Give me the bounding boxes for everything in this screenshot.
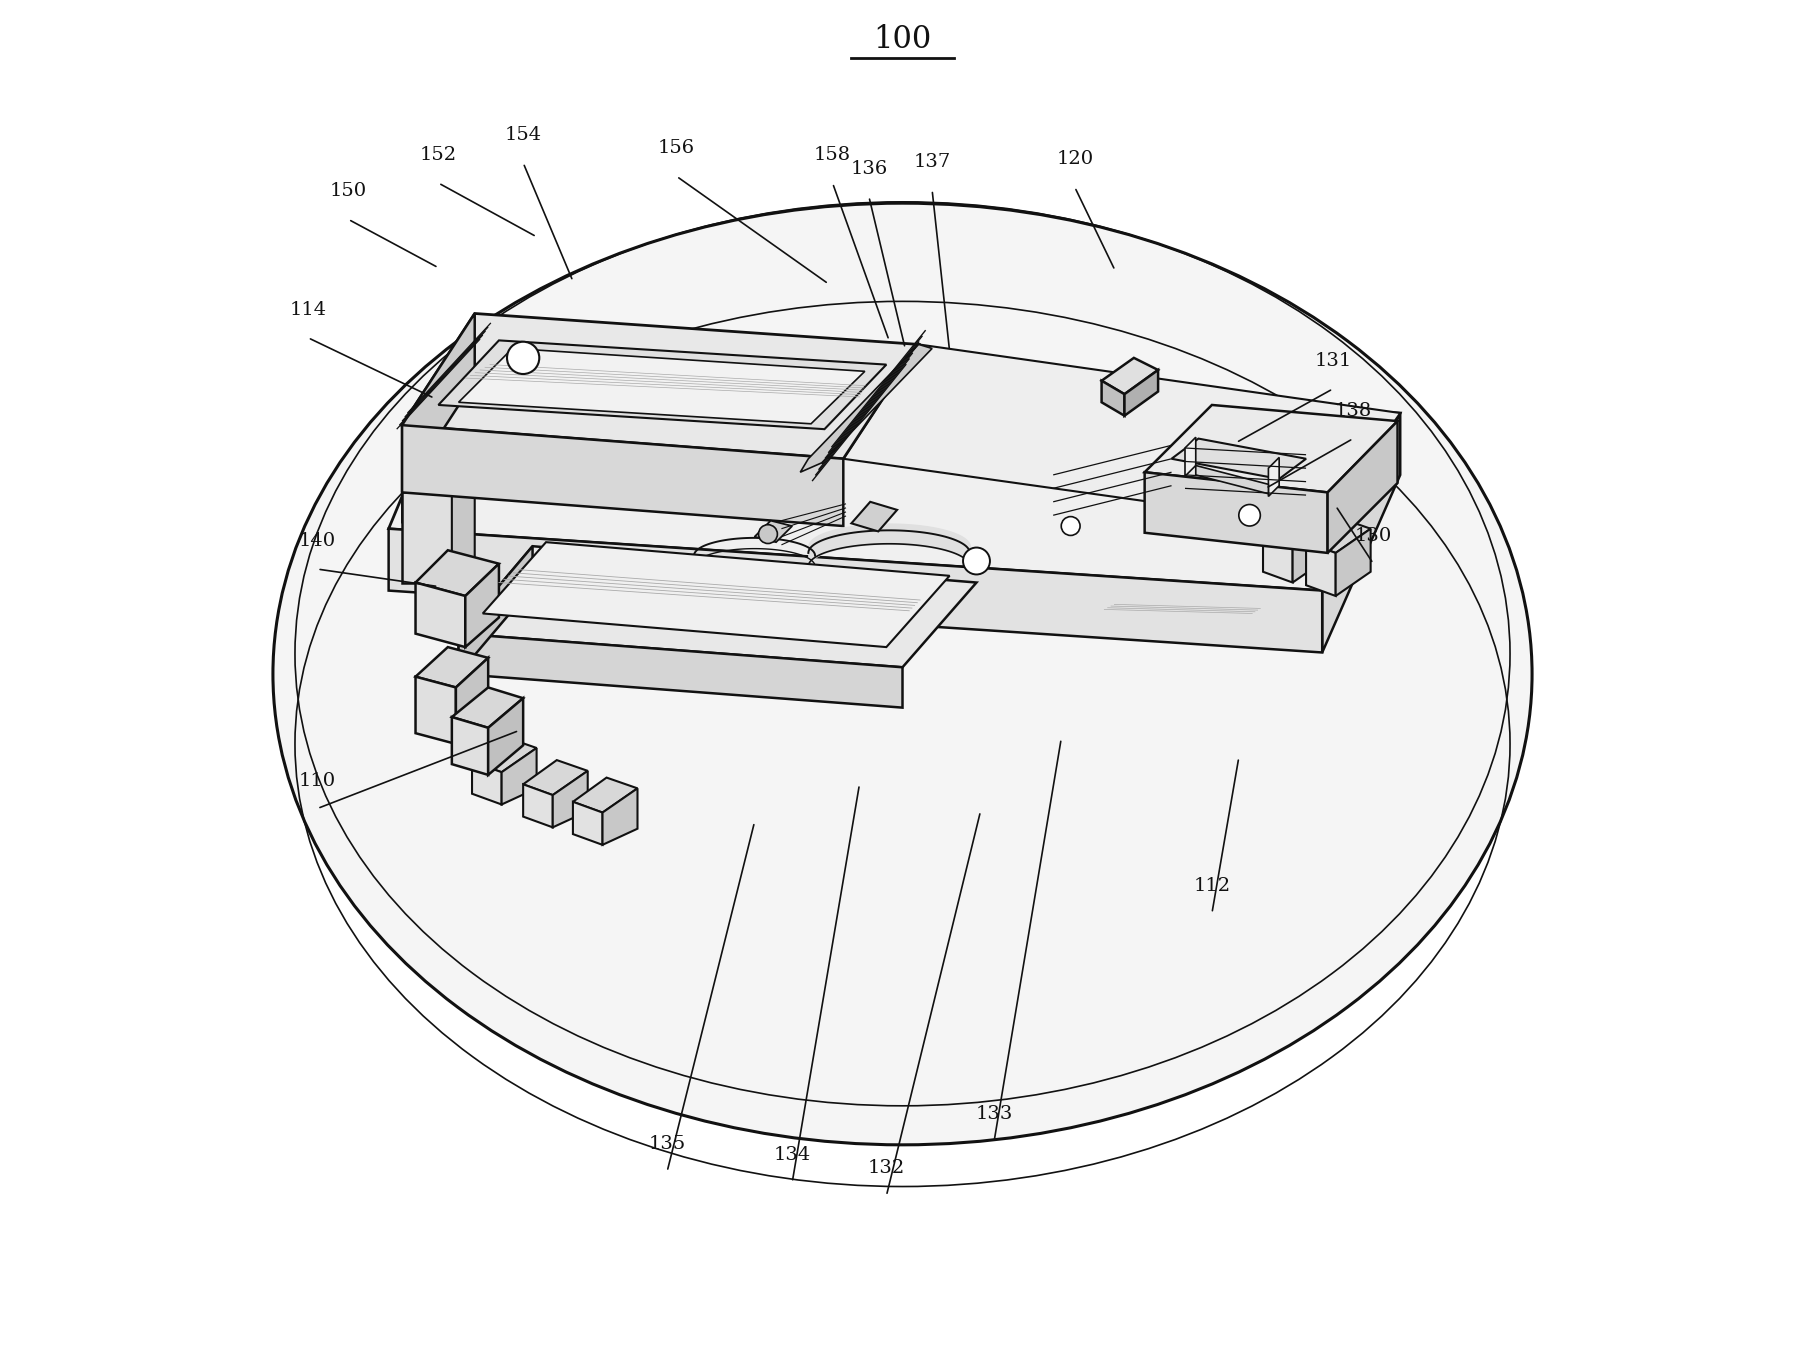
Polygon shape xyxy=(458,546,977,667)
Circle shape xyxy=(1061,516,1079,535)
Polygon shape xyxy=(487,698,523,775)
Polygon shape xyxy=(1101,380,1125,415)
Polygon shape xyxy=(843,345,1401,526)
Polygon shape xyxy=(403,380,475,523)
Polygon shape xyxy=(1264,528,1292,582)
Polygon shape xyxy=(1125,369,1159,415)
Text: 158: 158 xyxy=(814,146,852,164)
Polygon shape xyxy=(457,658,487,744)
Text: 152: 152 xyxy=(421,146,457,164)
Text: 112: 112 xyxy=(1193,876,1231,895)
Polygon shape xyxy=(388,528,1323,652)
Polygon shape xyxy=(403,314,475,492)
Polygon shape xyxy=(451,687,523,728)
Text: 137: 137 xyxy=(913,152,951,171)
Polygon shape xyxy=(415,677,457,744)
Polygon shape xyxy=(1307,542,1336,596)
Polygon shape xyxy=(1144,472,1328,553)
Polygon shape xyxy=(1264,504,1328,539)
Polygon shape xyxy=(603,789,637,845)
Polygon shape xyxy=(473,737,536,772)
Text: 150: 150 xyxy=(330,182,366,201)
Polygon shape xyxy=(1269,457,1280,496)
Text: 156: 156 xyxy=(659,139,695,158)
Polygon shape xyxy=(572,802,603,845)
Polygon shape xyxy=(523,760,588,795)
Polygon shape xyxy=(415,647,487,687)
Polygon shape xyxy=(1307,518,1370,553)
Polygon shape xyxy=(439,341,886,429)
Polygon shape xyxy=(1171,438,1307,479)
Polygon shape xyxy=(1323,412,1401,652)
Polygon shape xyxy=(754,520,792,542)
Text: 134: 134 xyxy=(774,1146,810,1163)
Polygon shape xyxy=(482,542,949,647)
Polygon shape xyxy=(458,546,532,674)
Polygon shape xyxy=(466,563,498,647)
Polygon shape xyxy=(1101,357,1159,394)
Text: 114: 114 xyxy=(289,301,327,319)
Polygon shape xyxy=(552,771,588,828)
Polygon shape xyxy=(1292,515,1328,582)
Text: 130: 130 xyxy=(1356,527,1392,545)
Ellipse shape xyxy=(273,204,1532,1144)
Polygon shape xyxy=(523,785,552,828)
Polygon shape xyxy=(502,748,536,805)
Polygon shape xyxy=(403,314,919,458)
Polygon shape xyxy=(403,492,451,582)
Text: 138: 138 xyxy=(1334,402,1372,419)
Polygon shape xyxy=(415,550,498,596)
Polygon shape xyxy=(1328,421,1397,553)
Polygon shape xyxy=(800,345,931,472)
Text: 110: 110 xyxy=(300,771,336,790)
Text: 136: 136 xyxy=(850,159,888,178)
Polygon shape xyxy=(572,778,637,813)
Text: 133: 133 xyxy=(975,1105,1013,1123)
Polygon shape xyxy=(458,348,865,423)
Text: 140: 140 xyxy=(300,532,336,550)
Text: 135: 135 xyxy=(648,1135,686,1153)
Polygon shape xyxy=(415,582,466,647)
Polygon shape xyxy=(403,425,843,526)
Polygon shape xyxy=(451,717,487,775)
Polygon shape xyxy=(403,472,475,492)
Circle shape xyxy=(507,342,540,373)
Circle shape xyxy=(758,524,778,543)
Text: 120: 120 xyxy=(1056,150,1094,168)
Polygon shape xyxy=(473,762,502,805)
Text: 154: 154 xyxy=(505,125,542,144)
Circle shape xyxy=(964,547,989,574)
Circle shape xyxy=(1238,504,1260,526)
Text: 131: 131 xyxy=(1314,352,1352,369)
Polygon shape xyxy=(1144,404,1397,492)
Polygon shape xyxy=(852,501,897,531)
Text: 100: 100 xyxy=(874,24,931,55)
Polygon shape xyxy=(451,485,475,582)
Polygon shape xyxy=(458,634,902,708)
Polygon shape xyxy=(1195,465,1269,493)
Polygon shape xyxy=(1186,437,1195,476)
Text: 132: 132 xyxy=(868,1159,904,1177)
Polygon shape xyxy=(1336,528,1370,596)
Polygon shape xyxy=(388,367,1401,590)
